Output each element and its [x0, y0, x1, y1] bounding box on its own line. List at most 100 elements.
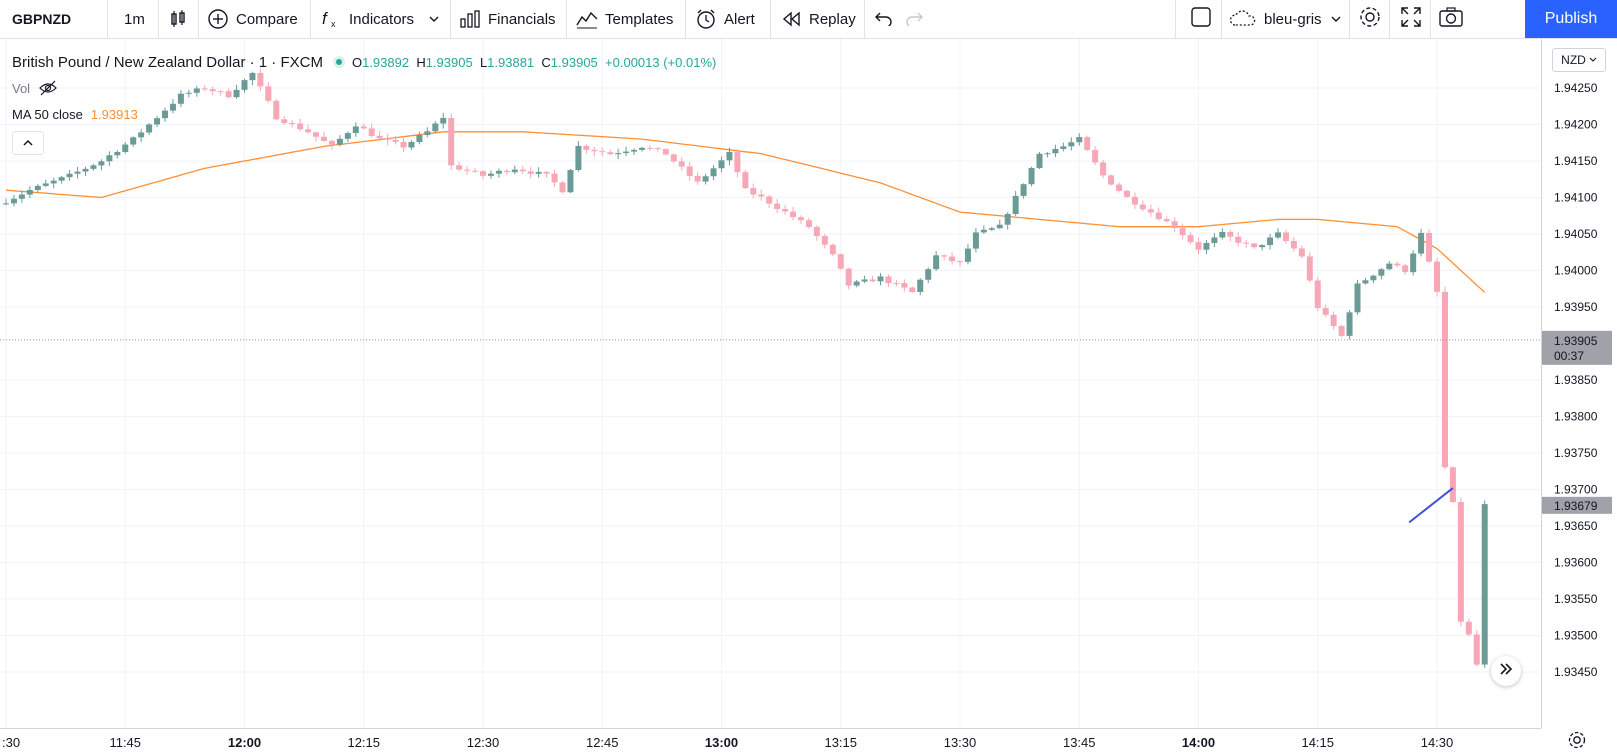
price-axis[interactable]: 1.94250 1.94200 1.94150 1.94100 1.94050 1.940…	[1541, 39, 1617, 728]
legend-collapse-button[interactable]	[12, 131, 44, 155]
time-tick-label: 13:45	[1063, 735, 1096, 750]
candle-body	[1267, 237, 1274, 246]
candle-body	[154, 118, 161, 125]
candle-body	[273, 100, 280, 120]
redo-icon	[904, 8, 924, 30]
candle-body	[1020, 184, 1027, 196]
candle-body	[551, 173, 558, 183]
candle-body	[130, 137, 137, 145]
candle-body	[766, 196, 773, 204]
candle-body	[90, 165, 97, 169]
candle-body	[1219, 231, 1226, 238]
candle-body	[1314, 280, 1321, 309]
price-chart[interactable]	[0, 39, 1541, 728]
candle-body	[1123, 190, 1130, 197]
candle-body	[607, 152, 614, 155]
candle-body	[1004, 213, 1011, 225]
candle-body	[670, 154, 677, 162]
ma50-line	[5, 131, 1486, 293]
fullscreen-layout-button[interactable]	[1190, 0, 1212, 38]
candle-body	[66, 173, 73, 178]
candle-body	[114, 151, 121, 156]
chart-legend: British Pound / New Zealand Dollar · 1 ·…	[12, 49, 716, 155]
chart-style-button[interactable]	[168, 0, 195, 38]
candle-body	[209, 89, 216, 92]
price-tick-label: 1.94200	[1554, 118, 1598, 132]
price-tick-label: 1.94250	[1554, 81, 1598, 95]
time-axis[interactable]: :30 11:45 12:00 12:15 12:30 12:45 13:00 13:15 13…	[0, 728, 1541, 756]
indicators-dropdown[interactable]	[428, 0, 440, 38]
axis-settings-button[interactable]	[1565, 730, 1589, 754]
currency-label: NZD	[1561, 53, 1586, 67]
candle-body	[432, 123, 439, 132]
layout-button[interactable]: bleu-gris	[1229, 0, 1322, 38]
templates-icon	[576, 9, 598, 29]
redo-button[interactable]	[904, 0, 924, 38]
candle-body	[1259, 245, 1266, 248]
candle-body	[654, 148, 661, 150]
candle-body	[1163, 219, 1170, 222]
candle-body	[774, 203, 781, 209]
settings-button[interactable]	[1358, 0, 1382, 38]
candle-body	[26, 190, 33, 195]
time-tick-label: 13:00	[705, 735, 738, 750]
candles-layer	[3, 68, 1488, 668]
compare-button[interactable]: Compare	[207, 0, 298, 38]
cloud-icon	[1229, 9, 1257, 29]
snapshot-button[interactable]	[1438, 0, 1464, 38]
last-price-badge	[1542, 330, 1612, 365]
scroll-to-realtime-button[interactable]	[1491, 656, 1521, 686]
drawing-price-label: 1.93679	[1554, 499, 1598, 513]
candle-body	[122, 144, 129, 152]
fullscreen-button[interactable]	[1400, 0, 1422, 38]
candle-body	[535, 171, 542, 174]
candle-body	[74, 171, 81, 174]
time-tick-label: 14:00	[1182, 735, 1215, 750]
trend-line-drawing	[1408, 487, 1454, 524]
undo-button[interactable]	[874, 0, 894, 38]
price-tick-label: 1.93650	[1554, 519, 1598, 533]
replay-button[interactable]: Replay	[782, 0, 856, 38]
candle-body	[169, 103, 176, 111]
candle-body	[50, 180, 57, 184]
interval-button[interactable]: 1m	[124, 0, 145, 38]
candle-body	[583, 145, 590, 150]
candle-body	[1068, 142, 1075, 147]
alert-label: Alert	[724, 10, 755, 28]
symbol-search[interactable]: GBPNZD	[12, 0, 71, 38]
currency-button[interactable]: NZD	[1552, 48, 1606, 72]
ma-label[interactable]: MA 50 close	[12, 106, 83, 122]
candle-body	[10, 198, 17, 204]
candle-body	[1370, 275, 1377, 281]
candle-body	[1116, 184, 1122, 191]
close-value: 1.93905	[550, 54, 598, 70]
candle-body	[639, 147, 645, 150]
candle-body	[1171, 221, 1178, 229]
candle-body	[1338, 326, 1345, 336]
high-value: 1.93905	[425, 54, 473, 70]
candle-body	[328, 140, 335, 145]
candle-body	[297, 123, 304, 130]
candle-body	[1211, 237, 1218, 243]
eye-off-icon[interactable]	[38, 80, 58, 96]
candle-body	[782, 208, 789, 212]
templates-button[interactable]: Templates	[576, 0, 673, 38]
candle-body	[1354, 283, 1361, 313]
candle-body	[1187, 235, 1194, 243]
replay-label: Replay	[809, 10, 856, 28]
layout-dropdown[interactable]	[1330, 0, 1342, 38]
volume-label[interactable]: Vol	[12, 80, 31, 96]
candle-body	[805, 220, 812, 227]
candle-body	[678, 161, 685, 167]
alert-button[interactable]: Alert	[695, 0, 755, 38]
time-tick-label: 13:15	[824, 735, 857, 750]
candle-body	[861, 279, 868, 282]
legend-title[interactable]: British Pound / New Zealand Dollar · 1 ·…	[12, 53, 323, 71]
candle-body	[1028, 168, 1035, 185]
time-tick-label: 14:30	[1421, 735, 1454, 750]
publish-button[interactable]: Publish	[1525, 0, 1617, 38]
candle-body	[909, 287, 916, 292]
financials-button[interactable]: Financials	[459, 0, 556, 38]
chevron-up-icon	[22, 135, 34, 152]
